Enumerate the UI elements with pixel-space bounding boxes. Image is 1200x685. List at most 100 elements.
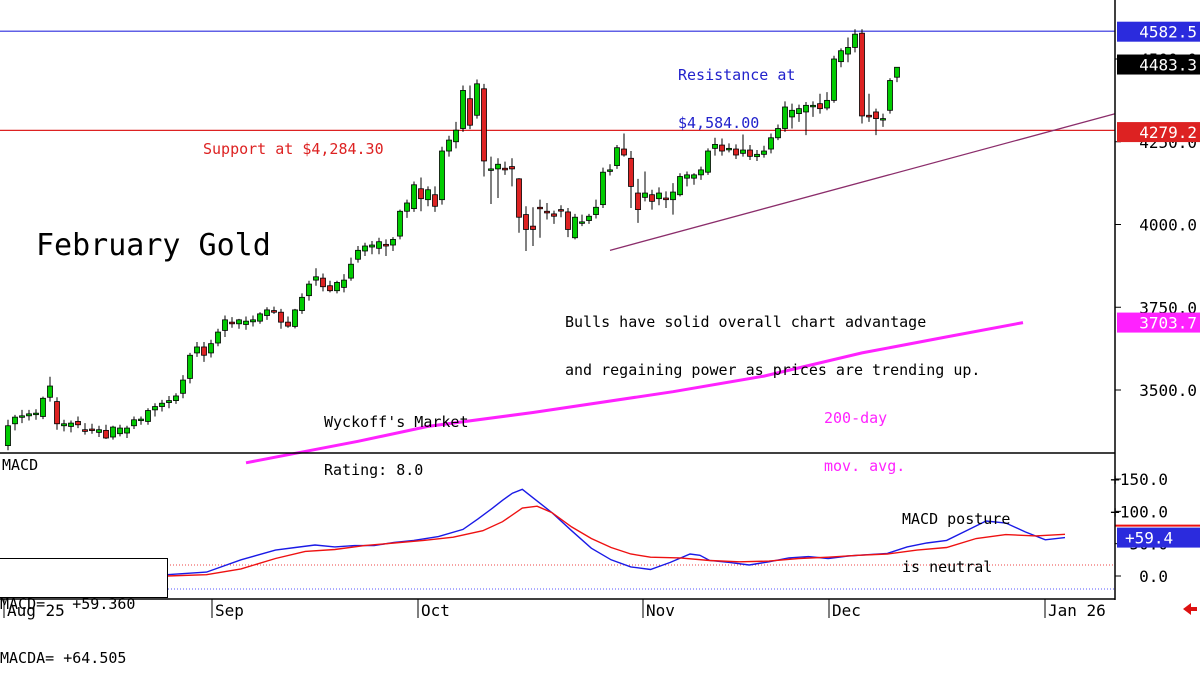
candle-body (565, 211, 571, 230)
candle (754, 150, 760, 161)
candle (19, 409, 25, 424)
candle (152, 403, 158, 417)
candle (180, 375, 186, 399)
candle (838, 48, 844, 68)
price-badge-label: 4483.3 (1139, 56, 1197, 75)
candle-body (810, 104, 816, 108)
candle (628, 151, 634, 208)
wyckoff-line-2: Rating: 8.0 (324, 461, 424, 479)
candle-body (229, 321, 235, 325)
candle-body (614, 147, 620, 166)
candle (187, 352, 193, 384)
candle-body (789, 109, 795, 118)
candle (257, 312, 263, 324)
candle (859, 29, 865, 124)
candle-body (873, 111, 879, 119)
candle (82, 423, 88, 435)
candle (75, 416, 81, 429)
candle-body (586, 215, 592, 221)
candle-body (257, 313, 263, 322)
price-badge: 3703.7 (1117, 312, 1200, 333)
candle (467, 85, 473, 130)
candle-body (740, 149, 746, 154)
candle (292, 308, 298, 329)
candle-body (110, 426, 116, 438)
candle (222, 315, 228, 338)
candle-body (642, 192, 648, 198)
candle-body (96, 429, 102, 433)
price-badge-label: 4279.2 (1139, 123, 1197, 142)
x-tick-label: Nov (646, 601, 675, 620)
candle (824, 92, 830, 111)
price-badge: 4483.3 (1117, 54, 1200, 75)
candle (481, 83, 487, 177)
x-tick-label: Aug 25 (7, 601, 65, 620)
candle-body (383, 243, 389, 247)
candle (733, 144, 739, 159)
uptrend-line (609, 113, 1116, 251)
candle (201, 342, 207, 362)
candle-body (446, 139, 452, 152)
candle-body (775, 128, 781, 139)
chart-title: February Gold (36, 228, 271, 263)
candle (719, 138, 725, 156)
candle-body (796, 108, 802, 115)
candle-body (418, 188, 424, 200)
candle-body (355, 249, 361, 260)
price-badge: 4582.5 (1117, 21, 1200, 42)
macd-panel (0, 488, 1200, 590)
wyckoff-annotation: Wyckoff's Market Rating: 8.0 (324, 382, 469, 494)
candle (425, 186, 431, 207)
candle (320, 273, 326, 292)
candle-body (19, 415, 25, 418)
candle-body (40, 397, 46, 417)
candle-body (215, 331, 221, 344)
candle-body (754, 153, 760, 158)
candle-body (12, 416, 18, 425)
candle-body (537, 206, 543, 210)
candle (831, 55, 837, 103)
candle-body (124, 427, 130, 434)
candle (446, 135, 452, 157)
candle-body (327, 285, 333, 292)
candle-body (5, 425, 11, 447)
bulls-line-2: and regaining power as prices are trendi… (565, 361, 981, 379)
candle-body (544, 210, 550, 214)
candle-body (334, 282, 340, 292)
bulls-annotation: Bulls have solid overall chart advantage… (565, 282, 980, 394)
candle (453, 121, 459, 149)
candle-body (656, 192, 662, 200)
candle (47, 376, 53, 402)
scroll-left-arrow-icon (1183, 603, 1197, 615)
candle-body (509, 166, 515, 170)
candle-body (61, 423, 67, 427)
support-annotation: Support at $4,284.30 (203, 140, 384, 158)
candle-body (166, 400, 172, 403)
price-y-tick-label: 4000.0 (1139, 216, 1197, 235)
candle (887, 78, 893, 114)
macd-readout-box: MACD= +59.360 MACDA= +64.505 (0, 558, 168, 667)
candle (334, 280, 340, 294)
candle-body (852, 33, 858, 48)
candle (593, 199, 599, 219)
candle-body (236, 319, 242, 325)
candle (236, 318, 242, 329)
candle (726, 143, 732, 153)
candle-body (306, 283, 312, 297)
candle (61, 419, 67, 432)
candle-body (82, 429, 88, 432)
candle (894, 66, 900, 83)
candle-body (453, 129, 459, 143)
candle (264, 307, 270, 320)
macd-annotation: MACD posture is neutral (902, 479, 1010, 591)
candle (747, 145, 753, 160)
candle (250, 315, 256, 327)
candle (404, 199, 410, 218)
candle (880, 113, 886, 127)
candle (558, 205, 564, 218)
candle (530, 207, 536, 247)
candle-body (894, 66, 900, 78)
candle (229, 317, 235, 328)
macd-y-tick-label: +100.0 (1110, 502, 1168, 521)
candle-body (376, 241, 382, 249)
